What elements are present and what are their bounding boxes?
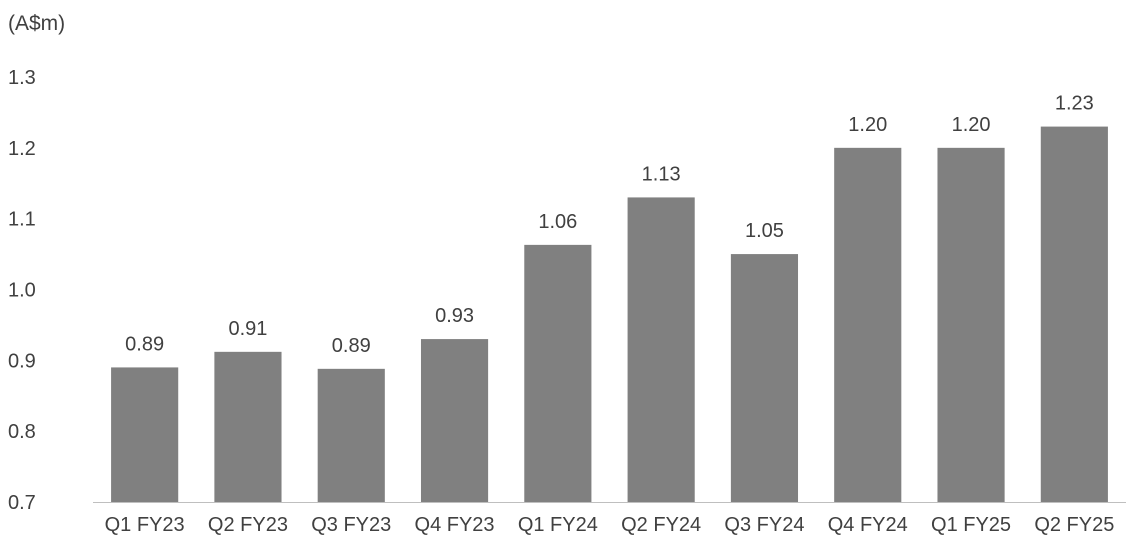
data-label: 1.23: [1055, 93, 1094, 115]
x-tick-label: Q3 FY23: [311, 514, 391, 536]
bar: [834, 147, 902, 503]
y-tick-label: 0.8: [8, 421, 36, 443]
x-tick-label: Q2 FY25: [1034, 514, 1114, 536]
bar: [214, 351, 282, 502]
y-tick-label: 1.2: [8, 138, 36, 160]
data-label: 1.13: [642, 163, 681, 185]
y-tick-label: 0.9: [8, 350, 36, 372]
x-tick-label: Q3 FY24: [724, 514, 804, 536]
data-label: 0.93: [435, 305, 474, 327]
bar: [730, 254, 799, 502]
data-label: 0.89: [332, 335, 371, 357]
bar: [317, 368, 385, 502]
data-label: 1.06: [538, 211, 577, 233]
bar: [420, 339, 489, 502]
x-tick-label: Q2 FY23: [208, 514, 288, 536]
y-tick-label: 1.0: [8, 280, 36, 302]
bar: [937, 147, 1005, 503]
bar: [627, 197, 695, 502]
data-label: 1.20: [952, 114, 991, 136]
x-tick-label: Q4 FY24: [828, 514, 908, 536]
x-tick-label: Q4 FY23: [415, 514, 495, 536]
bar: [111, 367, 179, 502]
data-label: 0.91: [228, 318, 267, 340]
y-tick-label: 0.7: [8, 492, 36, 514]
data-label: 1.05: [745, 220, 784, 242]
x-tick-label: Q1 FY24: [518, 514, 598, 536]
x-tick-label: Q1 FY23: [105, 514, 185, 536]
x-tick-label: Q2 FY24: [621, 514, 701, 536]
bar: [524, 244, 592, 502]
x-tick-label: Q1 FY25: [931, 514, 1011, 536]
y-tick-label: 1.3: [8, 67, 36, 89]
bar: [1040, 126, 1108, 502]
y-tick-label: 1.1: [8, 209, 36, 231]
y-axis-unit-label: (A$m): [8, 12, 66, 35]
data-label: 1.20: [848, 114, 887, 136]
data-label: 0.89: [125, 333, 164, 355]
